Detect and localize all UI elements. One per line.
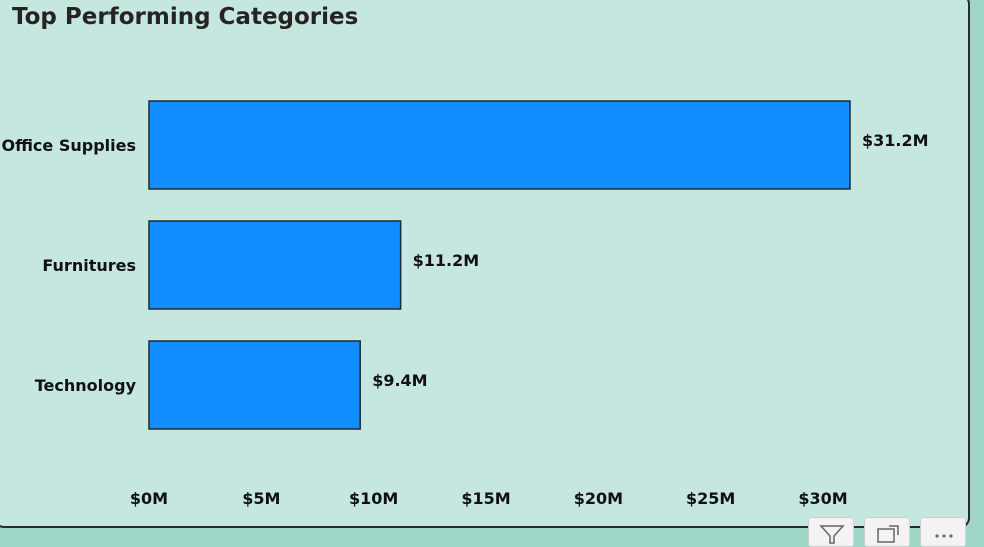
x-tick-label: $10M (349, 489, 398, 508)
data-label: $31.2M (862, 131, 929, 150)
filter-icon (819, 525, 845, 544)
data-label: $9.4M (372, 371, 427, 390)
bar[interactable] (148, 100, 851, 190)
bar[interactable] (148, 340, 361, 430)
chart-title: Top Performing Categories (12, 4, 359, 30)
category-label: Technology (35, 376, 137, 395)
bar[interactable] (148, 220, 402, 310)
more-options-icon (935, 534, 953, 538)
x-tick-label: $30M (798, 489, 847, 508)
focus-mode-button[interactable] (864, 517, 910, 547)
x-tick-label: $0M (130, 489, 168, 508)
x-tick-label: $20M (574, 489, 623, 508)
focus-mode-icon (877, 525, 899, 543)
category-label: Furnitures (42, 256, 136, 275)
category-label: Office Supplies (1, 136, 136, 155)
filter-button[interactable] (808, 517, 854, 547)
x-tick-label: $5M (242, 489, 280, 508)
data-label: $11.2M (413, 251, 480, 270)
x-tick-label: $15M (461, 489, 510, 508)
more-options-button[interactable] (920, 517, 966, 547)
x-tick-label: $25M (686, 489, 735, 508)
